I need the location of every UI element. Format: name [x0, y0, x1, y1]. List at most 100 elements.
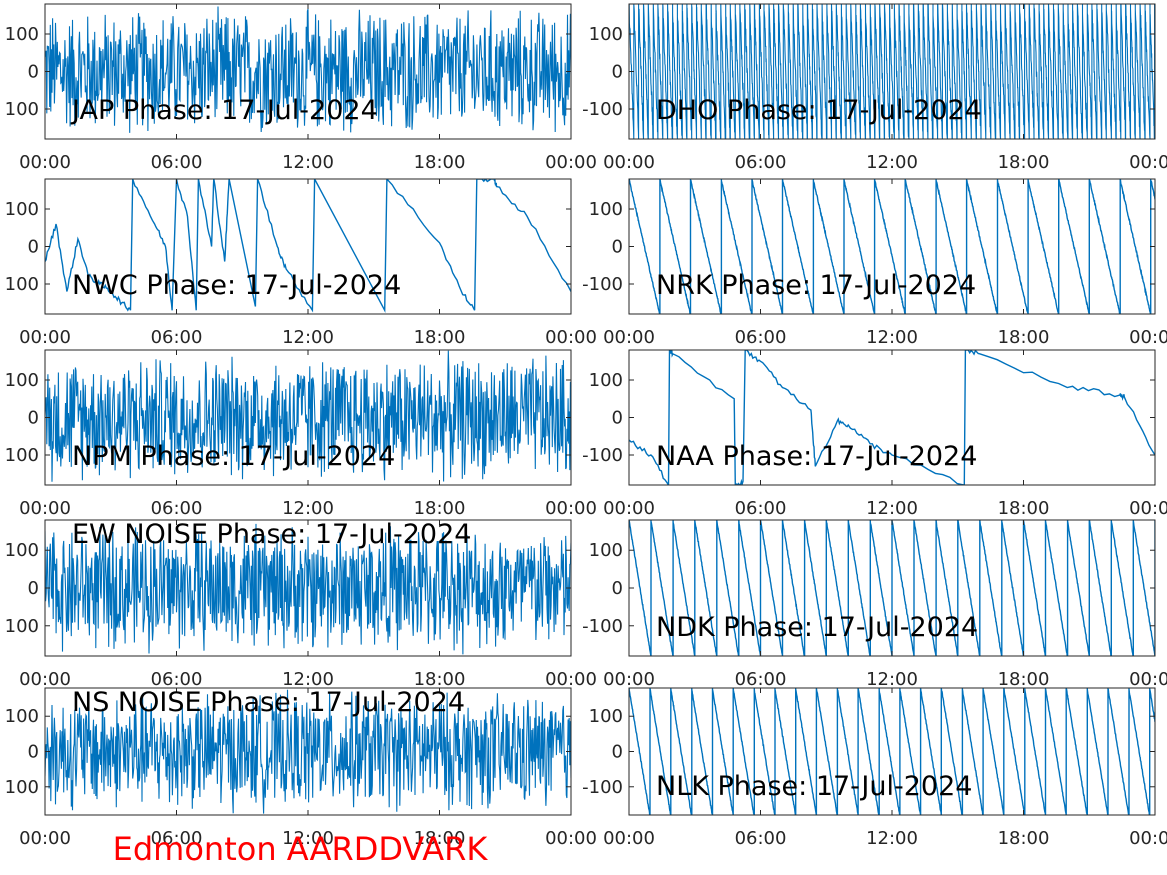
y-tick-label: -100 — [582, 777, 623, 798]
y-tick-label: 100 — [589, 370, 623, 391]
x-tick-label: 12:00 — [282, 152, 334, 173]
plot-area — [629, 688, 1155, 815]
panel-nlk: -100 0 100 00:00 06:00 12:00 18:00 00:00 NLK Pha… — [582, 687, 1167, 849]
panel-ndk: -100 0 100 00:00 06:00 12:00 18:00 00:00 NDK Pha… — [582, 519, 1167, 690]
y-tick-label: -100 — [582, 99, 623, 120]
y-tick-label: 100 — [5, 370, 39, 391]
x-tick-label: 18:00 — [998, 669, 1050, 690]
series-line-nrk — [629, 179, 1155, 314]
y-tick-label: 100 — [589, 24, 623, 45]
y-tick-label: 0 — [612, 237, 623, 258]
y-tick-label: -100 — [582, 445, 623, 466]
y-tick-label: 0 — [28, 578, 39, 599]
x-tick-label: 00:00 — [603, 327, 655, 348]
panel-title: NLK Phase: 17-Jul-2024 — [656, 771, 972, 802]
y-tick-label: 0 — [28, 408, 39, 429]
y-tick-label: -100 — [582, 274, 623, 295]
x-tick-label: 00:00 — [603, 669, 655, 690]
x-tick-label: 18:00 — [998, 152, 1050, 173]
y-tick-label: 100 — [589, 706, 623, 727]
x-tick-label: 00:00 — [1129, 669, 1167, 690]
plot-area — [629, 350, 1155, 485]
x-tick-label: 18:00 — [414, 828, 466, 849]
y-tick-label: 0 — [612, 578, 623, 599]
x-tick-label: 12:00 — [282, 327, 334, 348]
y-tick-label: 100 — [589, 199, 623, 220]
x-tick-label: 06:00 — [735, 498, 787, 519]
panel-npm: 100 0 100 00:00 06:00 12:00 18:00 00:00 NPM Phas… — [5, 349, 597, 519]
y-tick-label: 100 — [5, 199, 39, 220]
x-tick-label: 18:00 — [414, 669, 466, 690]
x-tick-label: 12:00 — [866, 152, 918, 173]
panel-title: JAP Phase: 17-Jul-2024 — [70, 95, 378, 126]
x-tick-label: 00:00 — [1129, 828, 1167, 849]
panel-title: NRK Phase: 17-Jul-2024 — [656, 270, 976, 301]
x-tick-label: 18:00 — [998, 327, 1050, 348]
series-line-dho — [629, 4, 1155, 139]
panel-title: NS NOISE Phase: 17-Jul-2024 — [72, 687, 465, 718]
series-line-naa — [629, 350, 1155, 485]
x-tick-label: 00:00 — [19, 152, 71, 173]
series-line-ns-noise — [45, 689, 571, 814]
panel-title: NAA Phase: 17-Jul-2024 — [656, 441, 977, 472]
x-tick-label: 06:00 — [735, 152, 787, 173]
y-tick-label: 0 — [612, 408, 623, 429]
panel-ns-noise: 100 0 100 00:00 06:00 12:00 18:00 00:00 NS NOISE… — [5, 687, 597, 849]
x-tick-label: 06:00 — [151, 152, 203, 173]
x-tick-label: 00:00 — [19, 498, 71, 519]
y-tick-label: 0 — [612, 62, 623, 83]
y-tick-label: 100 — [5, 274, 39, 295]
x-tick-label: 00:00 — [603, 152, 655, 173]
x-tick-label: 00:00 — [545, 498, 597, 519]
x-tick-label: 00:00 — [1129, 152, 1167, 173]
x-tick-label: 00:00 — [603, 498, 655, 519]
x-tick-label: 06:00 — [735, 669, 787, 690]
x-tick-label: 00:00 — [603, 828, 655, 849]
panel-dho: -100 0 100 00:00 06:00 12:00 18:00 00:00 DHO Pha… — [582, 3, 1167, 173]
x-tick-label: 12:00 — [282, 828, 334, 849]
x-tick-label: 00:00 — [545, 828, 597, 849]
x-tick-label: 18:00 — [998, 828, 1050, 849]
x-tick-label: 00:00 — [1129, 498, 1167, 519]
y-tick-label: 0 — [612, 742, 623, 763]
series-line-npm — [45, 350, 571, 482]
x-tick-label: 06:00 — [151, 327, 203, 348]
y-tick-label: 100 — [5, 706, 39, 727]
x-tick-label: 18:00 — [414, 152, 466, 173]
y-tick-label: 0 — [28, 62, 39, 83]
x-tick-label: 00:00 — [545, 152, 597, 173]
panel-jap: 100 0 100 00:00 06:00 12:00 18:00 00:00 JAP Phas… — [5, 3, 597, 173]
x-tick-label: 00:00 — [545, 669, 597, 690]
y-tick-label: 0 — [28, 237, 39, 258]
x-tick-label: 00:00 — [19, 669, 71, 690]
x-tick-label: 12:00 — [866, 327, 918, 348]
y-tick-label: 100 — [589, 540, 623, 561]
x-tick-label: 18:00 — [414, 327, 466, 348]
x-tick-label: 18:00 — [998, 498, 1050, 519]
x-tick-label: 06:00 — [735, 828, 787, 849]
y-tick-label: 100 — [5, 99, 39, 120]
y-tick-label: 100 — [5, 540, 39, 561]
x-tick-label: 00:00 — [19, 327, 71, 348]
series-line-nwc — [45, 179, 571, 314]
panel-title: DHO Phase: 17-Jul-2024 — [656, 95, 982, 126]
panel-title: NPM Phase: 17-Jul-2024 — [72, 441, 395, 472]
x-tick-label: 12:00 — [282, 669, 334, 690]
panel-nrk: -100 0 100 00:00 06:00 12:00 18:00 00:00 NRK Pha… — [582, 178, 1167, 348]
x-tick-label: 12:00 — [282, 498, 334, 519]
series-line-nlk — [629, 688, 1155, 815]
x-tick-label: 06:00 — [151, 828, 203, 849]
x-tick-label: 00:00 — [545, 327, 597, 348]
panel-nwc: 100 0 100 00:00 06:00 12:00 18:00 00:00 NWC Phas… — [5, 178, 597, 348]
series-line-jap — [45, 6, 571, 133]
x-tick-label: 00:00 — [19, 828, 71, 849]
y-tick-label: 100 — [5, 24, 39, 45]
y-tick-label: -100 — [582, 616, 623, 637]
panel-title: NWC Phase: 17-Jul-2024 — [72, 270, 401, 301]
panel-naa: -100 0 100 00:00 06:00 12:00 18:00 00:00 NAA Pha… — [582, 349, 1167, 519]
station-label: Edmonton AARDDVARK — [113, 830, 489, 868]
x-tick-label: 00:00 — [1129, 327, 1167, 348]
x-tick-label: 06:00 — [151, 669, 203, 690]
x-tick-label: 06:00 — [735, 327, 787, 348]
